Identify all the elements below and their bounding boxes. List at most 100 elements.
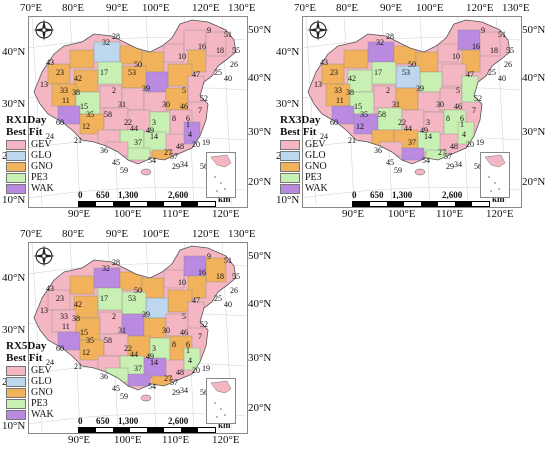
region-number: 22 — [398, 118, 406, 127]
latitude-label: 50°N — [248, 24, 272, 36]
longitude-label: 120°E — [212, 208, 240, 220]
compass-rose-icon — [32, 18, 56, 42]
region-number: 31 — [118, 326, 126, 335]
region-number: 55 — [232, 46, 240, 55]
scale-tick-label: 1,300 — [118, 190, 139, 200]
region-number: 42 — [74, 74, 82, 83]
region-number: 43 — [46, 284, 54, 293]
scale-tick-label: 650 — [96, 416, 110, 426]
longitude-label: 120°E — [486, 208, 514, 220]
longitude-label: 120°E — [466, 2, 494, 14]
region-number: 29 — [172, 162, 180, 171]
region-number: 45 — [112, 158, 120, 167]
legend-swatch — [280, 172, 300, 183]
region-number: 21 — [74, 136, 82, 145]
region-number: 44 — [130, 124, 138, 133]
legend-swatch — [280, 150, 300, 161]
region-number: 25 — [488, 68, 496, 77]
legend: RX5Day Best Fit GEV GLO GNO PE3 WAK — [6, 340, 54, 420]
region-number: 36 — [100, 146, 108, 155]
region-number: 15 — [354, 102, 362, 111]
legend-swatch — [6, 398, 26, 409]
region-number: 59 — [120, 392, 128, 401]
region-number: 24 — [46, 358, 54, 367]
region — [401, 147, 425, 161]
south-china-sea-inset — [206, 152, 236, 198]
legend-swatch — [6, 365, 26, 376]
region-number: 45 — [112, 384, 120, 393]
legend-label: GNO — [31, 160, 53, 172]
region-number: 58 — [378, 110, 386, 119]
region-number: 25 — [214, 294, 222, 303]
region-number: 59 — [120, 166, 128, 175]
region-number: 35 — [86, 336, 94, 345]
longitude-label: 80°E — [62, 228, 85, 240]
region-number: 27 — [164, 148, 172, 157]
region-number: 34 — [454, 160, 462, 169]
region-number: 60 — [56, 118, 64, 127]
region-number: 60 — [56, 344, 64, 353]
region-number: 31 — [118, 100, 126, 109]
region-number: 1 — [460, 120, 464, 129]
region-number: 5 — [182, 312, 186, 321]
region-number: 49 — [146, 352, 154, 361]
latitude-label: 30°N — [248, 126, 272, 138]
region-number: 14 — [150, 358, 158, 367]
longitude-label: 90°E — [106, 228, 129, 240]
region-number: 13 — [40, 80, 48, 89]
map-frame — [28, 16, 248, 208]
legend-item: GNO — [6, 161, 54, 172]
region-number: 20 — [192, 366, 200, 375]
legend-swatch — [280, 139, 300, 150]
region-number: 55 — [506, 46, 514, 55]
compass-rose-icon — [32, 244, 56, 268]
country-outline — [33, 245, 237, 391]
legend-item: PE3 — [280, 172, 328, 183]
latitude-label: 40°N — [248, 72, 272, 84]
legend-swatch — [6, 409, 26, 420]
china-map — [27, 241, 247, 433]
region-number: 26 — [504, 60, 512, 69]
region-number: 48 — [176, 142, 184, 151]
legend-item: GLO — [280, 150, 328, 161]
region-number: 4 — [188, 356, 192, 365]
region-number: 7 — [198, 106, 202, 115]
legend-label: PE3 — [31, 171, 48, 183]
legend-title: Best Fit — [6, 352, 43, 364]
region-number: 30 — [436, 100, 444, 109]
region-number: 40 — [224, 74, 232, 83]
longitude-label: 100°E — [142, 2, 170, 14]
region-number: 53 — [402, 68, 410, 77]
region-number: 51 — [224, 30, 232, 39]
latitude-label: 30°N — [522, 126, 546, 138]
longitude-label: 100°E — [114, 434, 142, 446]
region-number: 19 — [476, 138, 484, 147]
region-number: 36 — [100, 372, 108, 381]
region-number: 24 — [46, 132, 54, 141]
country-outline — [307, 19, 511, 165]
scale-tick-label: 1,300 — [118, 416, 139, 426]
region — [127, 147, 151, 161]
region-number: 54 — [422, 156, 430, 165]
region-number: 28 — [112, 258, 120, 267]
region-number: 27 — [438, 148, 446, 157]
region-number: 3 — [152, 118, 156, 127]
region-number: 33 — [334, 86, 342, 95]
region — [479, 31, 501, 57]
region-number: 17 — [374, 68, 382, 77]
latitude-label: 40°N — [2, 272, 26, 284]
region-number: 14 — [424, 132, 432, 141]
latitude-label: 20°N — [248, 402, 272, 414]
region-number: 2 — [112, 312, 116, 321]
latitude-label: 30°N — [2, 324, 26, 336]
legend-swatch — [6, 139, 26, 150]
legend-item: GLO — [6, 150, 54, 161]
region-number: 59 — [394, 166, 402, 175]
region-number: 56 — [200, 388, 208, 397]
legend-label: PE3 — [305, 171, 322, 183]
scale-tick-label: 2,600 — [168, 190, 189, 200]
region-number: 20 — [466, 140, 474, 149]
region-number: 6 — [186, 114, 190, 123]
region-number: 39 — [416, 84, 424, 93]
region-number: 32 — [102, 264, 110, 273]
